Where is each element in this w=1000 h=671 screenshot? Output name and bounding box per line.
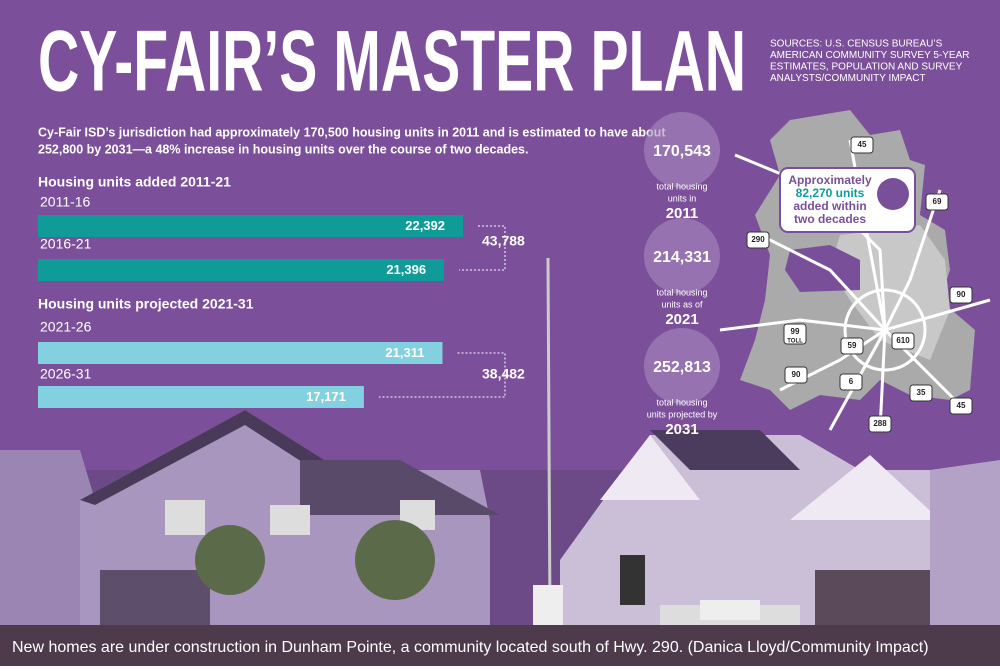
highway-label: 288: [873, 419, 887, 428]
highway-shield: [783, 323, 807, 345]
map-region: [830, 225, 950, 360]
callout-icon: [877, 178, 909, 210]
source-line: ESTIMATES, POPULATION AND SURVEY: [770, 62, 963, 73]
highway-label: 45: [957, 401, 966, 410]
stat-label: total housing: [656, 397, 707, 407]
intro: Cy-Fair ISD’s jurisdiction had approxima…: [38, 125, 666, 156]
group-title: Housing units added 2011-21: [38, 174, 231, 190]
highway-label: 69: [933, 197, 942, 206]
bar: [38, 342, 443, 364]
category-label: 2021-26: [40, 319, 92, 335]
highway-label: TOLL: [787, 339, 803, 345]
callout-line: two decades: [794, 212, 866, 226]
stat-value: 214,331: [653, 249, 711, 266]
value-label: 21,396: [386, 262, 426, 277]
highway-label: 290: [751, 235, 765, 244]
highway-label: 35: [917, 388, 926, 397]
bar: [38, 386, 364, 408]
total-bracket: [378, 352, 506, 398]
map: 45 69 290 90 99 TOLL 59 610 90 6 35 45 288 Approxima…: [719, 110, 991, 433]
callout-line: Approximately: [788, 173, 872, 187]
highway-shield: [784, 366, 808, 384]
bar: [38, 215, 463, 237]
highway-shield: [925, 193, 949, 211]
highway-label: 90: [957, 290, 966, 299]
value-label: 21,311: [385, 345, 424, 360]
category-label: 2016-21: [40, 236, 92, 252]
highway-shield: [949, 286, 973, 304]
bar: [38, 259, 445, 281]
highway-shield: [746, 231, 770, 249]
caption: New homes are under construction in Dunh…: [12, 639, 929, 656]
stat-circle: [644, 218, 720, 294]
callout-line: 82,270 units: [796, 186, 865, 200]
stat-value: 170,543: [653, 143, 711, 160]
stats: 170,543 total housing units in 2011 214,331 t…: [644, 112, 720, 438]
intro-line: 252,800 by 2031—a 48% increase in housin…: [38, 142, 528, 156]
highway-label: 45: [858, 140, 867, 149]
source-line: AMERICAN COMMUNITY SURVEY 5-YEAR: [770, 50, 969, 61]
intro-line: Cy-Fair ISD’s jurisdiction had approxima…: [38, 125, 666, 139]
highway-label: 610: [896, 336, 910, 345]
stat-label: total housing: [656, 181, 707, 191]
category-label: 2011-16: [40, 194, 91, 210]
stat-year: 2021: [665, 311, 698, 328]
source-line: SOURCES: U.S. CENSUS BUREAU’S: [770, 39, 943, 50]
highway-label: 59: [848, 341, 857, 350]
stat-year: 2011: [666, 205, 699, 222]
stat-label: units as of: [661, 299, 703, 309]
callout-line: added within: [793, 199, 866, 213]
total-label: 43,788: [482, 233, 525, 249]
stat-circle: [644, 112, 720, 188]
stat-label: units projected by: [647, 409, 718, 419]
highway-label: 90: [792, 370, 801, 379]
highway-shield: [949, 397, 973, 415]
title: CY-FAIR’S MASTER PLAN: [38, 14, 746, 110]
total-label: 38,482: [482, 366, 525, 382]
highway-shield: [909, 384, 933, 402]
stat-label: units in: [668, 193, 697, 203]
highway-label: 99: [791, 327, 800, 336]
highway-shield: [850, 136, 874, 154]
value-label: 17,171: [306, 389, 346, 404]
highway-shield: [839, 373, 863, 391]
stat-label: total housing: [656, 287, 707, 297]
value-label: 22,392: [405, 218, 445, 233]
highway-label: 6: [849, 377, 854, 386]
category-label: 2026-31: [40, 366, 92, 382]
group-title: Housing units projected 2021-31: [38, 296, 254, 312]
highway-shield: [868, 415, 892, 433]
source-line: ANALYSTS/COMMUNITY IMPACT: [770, 73, 926, 84]
stat-circle: [644, 328, 720, 404]
photo: [0, 257, 1000, 666]
highway-shield: [840, 337, 864, 355]
stat-value: 252,813: [653, 359, 711, 376]
bar-chart: Housing units added 2011-21 2011-16 22,392…: [38, 174, 525, 408]
highway-shield: [891, 332, 915, 350]
stat-year: 2031: [665, 421, 698, 438]
total-bracket: [459, 225, 506, 271]
